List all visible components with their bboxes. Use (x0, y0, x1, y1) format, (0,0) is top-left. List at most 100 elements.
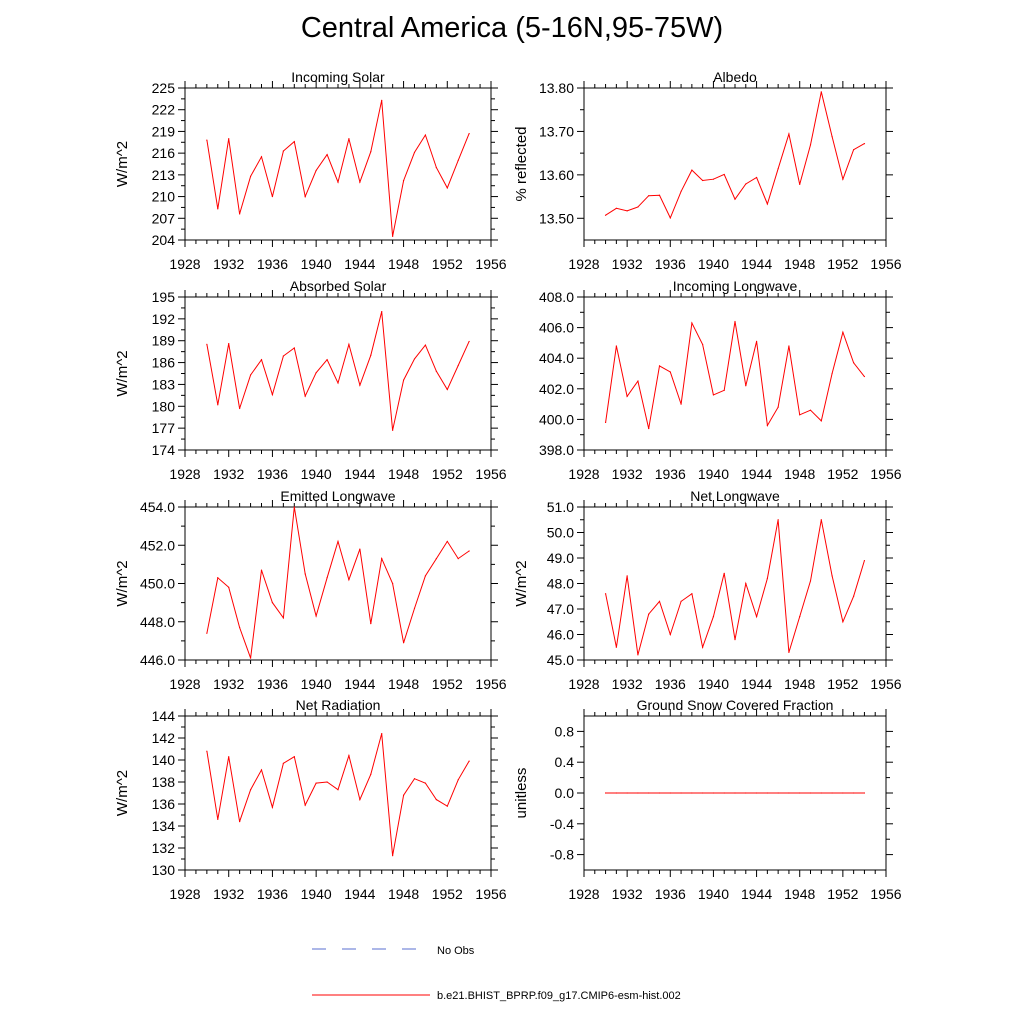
data-point (669, 217, 671, 219)
x-tick-label: 1936 (655, 256, 686, 272)
data-point (745, 385, 747, 387)
data-point (239, 821, 241, 823)
data-point (680, 403, 682, 405)
data-point (820, 519, 822, 521)
data-point (658, 194, 661, 196)
x-tick-label: 1952 (827, 256, 858, 272)
data-point (669, 371, 671, 373)
data-point (402, 379, 405, 381)
data-point (712, 178, 715, 180)
data-point (468, 550, 470, 552)
data-point (359, 384, 361, 386)
data-point (315, 169, 317, 172)
x-tick-label: 1932 (612, 256, 643, 272)
y-tick-label: 47.0 (547, 601, 574, 617)
x-tick-label: 1940 (301, 886, 332, 902)
data-point (271, 394, 274, 396)
data-point (712, 792, 715, 794)
data-point (788, 651, 790, 653)
data-point (402, 794, 405, 796)
data-point (249, 175, 252, 177)
x-tick-label: 1956 (475, 886, 506, 902)
y-tick-label: 0.4 (555, 754, 575, 770)
data-point (788, 345, 790, 347)
data-point (381, 99, 383, 101)
data-point (626, 210, 628, 212)
data-point (326, 781, 328, 783)
x-tick-label: 1932 (213, 256, 244, 272)
data-point (669, 633, 671, 636)
data-point (424, 782, 427, 784)
data-point (337, 789, 339, 791)
plot-frame (583, 296, 887, 451)
data-point (370, 151, 372, 153)
data-point (853, 149, 855, 151)
y-tick-label: 398.0 (539, 442, 574, 458)
y-tick-label: -0.4 (550, 816, 574, 832)
data-point (615, 792, 617, 794)
y-tick-label: 195 (152, 289, 176, 305)
data-point (831, 575, 833, 577)
y-tick-label: 225 (152, 80, 176, 96)
data-point (809, 144, 812, 146)
data-point (348, 138, 350, 140)
y-tick-label: 50.0 (547, 525, 574, 541)
data-point (658, 365, 661, 367)
data-point (413, 151, 416, 154)
data-point (359, 548, 361, 550)
data-point (734, 792, 736, 794)
data-point (392, 855, 394, 857)
data-point (702, 646, 704, 648)
data-point (239, 626, 241, 629)
y-tick-label: 13.60 (539, 167, 574, 183)
y-tick-label: 0.8 (555, 723, 575, 739)
legend-model-label: b.e21.BHIST_BPRP.f09_g17.CMIP6-esm-hist.… (437, 990, 681, 1002)
data-point (315, 372, 317, 374)
data-point (468, 760, 470, 762)
data-point (402, 180, 405, 182)
data-point (370, 623, 372, 625)
data-point (766, 424, 768, 427)
y-tick-label: 400.0 (539, 411, 574, 427)
data-point (702, 792, 704, 794)
data-point (809, 409, 812, 411)
x-tick-label: 1928 (568, 676, 599, 692)
x-tick-label: 1928 (169, 886, 200, 902)
data-point (723, 389, 725, 391)
x-tick-label: 1944 (344, 886, 375, 902)
x-tick-label: 1928 (169, 256, 200, 272)
x-tick-label: 1956 (870, 676, 901, 692)
data-point (702, 343, 704, 346)
data-point (293, 506, 295, 508)
data-point (637, 654, 639, 656)
x-tick-label: 1940 (301, 466, 332, 482)
data-point (820, 91, 822, 93)
data-point (615, 345, 617, 347)
data-point (370, 354, 372, 356)
data-point (239, 213, 241, 215)
data-point (206, 750, 208, 752)
y-tick-label: 138 (152, 774, 176, 790)
data-point (271, 806, 274, 808)
data-point (217, 404, 219, 406)
data-point (820, 420, 822, 422)
x-tick-label: 1956 (870, 886, 901, 902)
data-point (604, 593, 607, 595)
panel-title: Net Longwave (690, 488, 780, 504)
data-point (424, 575, 427, 577)
data-point (293, 756, 295, 758)
data-point (228, 343, 230, 345)
data-point (691, 593, 693, 595)
plot-frame (184, 715, 492, 871)
data-point (435, 370, 437, 372)
data-point (615, 646, 617, 648)
y-tick-label: 210 (152, 189, 176, 205)
plot-frame (583, 87, 887, 241)
data-point (755, 616, 758, 618)
y-tick-label: 136 (152, 796, 176, 812)
x-tick-label: 1956 (475, 256, 506, 272)
data-point (604, 421, 607, 424)
data-point (669, 792, 671, 794)
y-tick-label: 142 (152, 730, 176, 746)
